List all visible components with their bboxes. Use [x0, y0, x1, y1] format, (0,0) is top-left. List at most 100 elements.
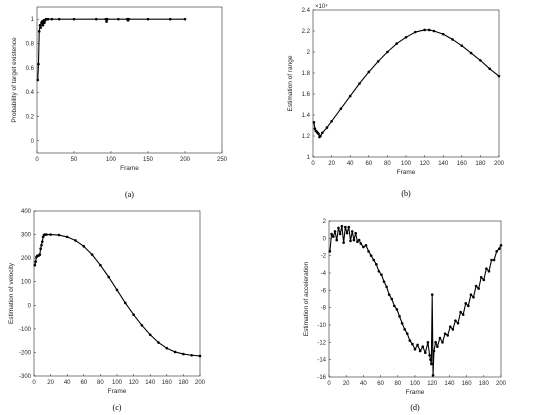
- x-tick-label: 120: [427, 381, 438, 387]
- y-tick-label: -100: [19, 327, 32, 333]
- plot-frame: [312, 9, 500, 158]
- data-point: [482, 278, 486, 282]
- data-point: [335, 238, 339, 242]
- data-point: [82, 245, 86, 248]
- data-point: [426, 341, 430, 344]
- data-point: [367, 250, 370, 253]
- data-point: [34, 260, 37, 263]
- data-point: [330, 120, 333, 123]
- data-point: [464, 302, 468, 305]
- data-point: [50, 17, 54, 21]
- data-point: [372, 258, 376, 262]
- data-point: [338, 232, 342, 236]
- data-point: [395, 308, 399, 311]
- y-tick-label: -200: [19, 350, 32, 356]
- x-tick-label: 80: [384, 161, 391, 167]
- x-tick-label: 250: [217, 157, 228, 163]
- x-tick-label: 100: [106, 157, 117, 163]
- data-point: [38, 23, 42, 27]
- data-point: [182, 352, 185, 356]
- data-point: [497, 247, 501, 251]
- chart-panel-1: 0 20 40 60 80 100 120 140 160 180 200 1 1.2 1.4 1.6 1.8…: [287, 3, 505, 198]
- data-point: [441, 32, 445, 36]
- x-tick-label: 180: [479, 381, 490, 387]
- data-point: [357, 238, 361, 242]
- y-tick-label: 100: [21, 280, 32, 286]
- y-tick-label: 0.6: [26, 66, 35, 72]
- data-point: [328, 250, 332, 253]
- x-axis-label: Frame: [397, 169, 416, 176]
- data-point: [168, 17, 172, 21]
- data-point: [497, 74, 501, 78]
- y-axis-label: Probability of target existence: [11, 37, 18, 123]
- data-point: [105, 20, 108, 23]
- x-tick-label: 100: [401, 161, 412, 167]
- y-tick-label: 0: [28, 303, 32, 309]
- data-point: [382, 280, 386, 283]
- series-line: [329, 225, 502, 376]
- data-point: [342, 241, 345, 244]
- y-tick-label: 300: [21, 233, 32, 239]
- x-tick-label: 20: [328, 161, 335, 167]
- data-point: [385, 285, 388, 289]
- data-point: [349, 239, 352, 243]
- y-tick-label: 0.2: [26, 115, 35, 121]
- data-point: [456, 321, 460, 325]
- data-point: [321, 131, 324, 135]
- data-point: [337, 226, 340, 230]
- data-point: [377, 269, 381, 273]
- data-point: [479, 59, 482, 62]
- data-point: [36, 78, 40, 82]
- data-point: [352, 238, 356, 242]
- data-point: [41, 240, 44, 243]
- x-tick-label: 200: [496, 381, 507, 387]
- data-point: [49, 233, 52, 236]
- panel-caption: (b): [401, 189, 411, 198]
- data-point: [325, 126, 329, 129]
- data-point: [350, 230, 354, 233]
- plot-frame: [36, 6, 223, 154]
- x-tick-label: 40: [347, 161, 354, 167]
- x-tick-label: 60: [377, 381, 384, 387]
- x-tick-label: 200: [180, 157, 191, 163]
- y-tick-label: -16: [317, 375, 326, 381]
- y-tick-label: 0: [31, 139, 35, 145]
- data-point: [183, 17, 187, 21]
- data-point: [387, 293, 391, 296]
- data-point: [146, 17, 150, 21]
- data-point: [359, 242, 363, 245]
- x-axis-label: Frame: [120, 165, 139, 172]
- data-point: [41, 23, 45, 27]
- x-tick-label: 140: [145, 380, 156, 386]
- exponent-label: ×10⁴: [315, 3, 328, 10]
- y-tick-label: 1: [31, 17, 35, 23]
- x-tick-label: 60: [80, 380, 87, 386]
- data-point: [198, 354, 202, 358]
- data-point: [432, 29, 436, 33]
- data-point: [132, 313, 135, 317]
- data-point: [94, 17, 98, 21]
- data-point: [140, 324, 144, 327]
- data-point: [495, 250, 499, 253]
- chart-panel-0: 0 50 100 150 200 250 0 0.2 0.4 0.6 0.8 1 Frame Probab…: [11, 6, 228, 199]
- data-point: [312, 121, 316, 124]
- data-point: [107, 275, 110, 279]
- data-point: [467, 304, 470, 308]
- data-point: [90, 253, 94, 256]
- y-tick-label: -300: [19, 374, 32, 380]
- y-tick-label: 1.2: [302, 134, 311, 140]
- data-point: [380, 273, 383, 277]
- y-tick-label: 0: [323, 236, 327, 242]
- data-point: [37, 30, 41, 33]
- x-tick-label: 50: [71, 157, 78, 163]
- data-point: [375, 263, 378, 266]
- data-point: [362, 245, 365, 249]
- y-tick-label: 2: [323, 219, 327, 225]
- x-tick-label: 150: [143, 157, 154, 163]
- y-tick-label: -6: [321, 288, 327, 294]
- data-point: [46, 17, 50, 21]
- data-point: [424, 351, 427, 355]
- x-tick-label: 0: [311, 161, 315, 167]
- x-tick-label: 40: [360, 381, 367, 387]
